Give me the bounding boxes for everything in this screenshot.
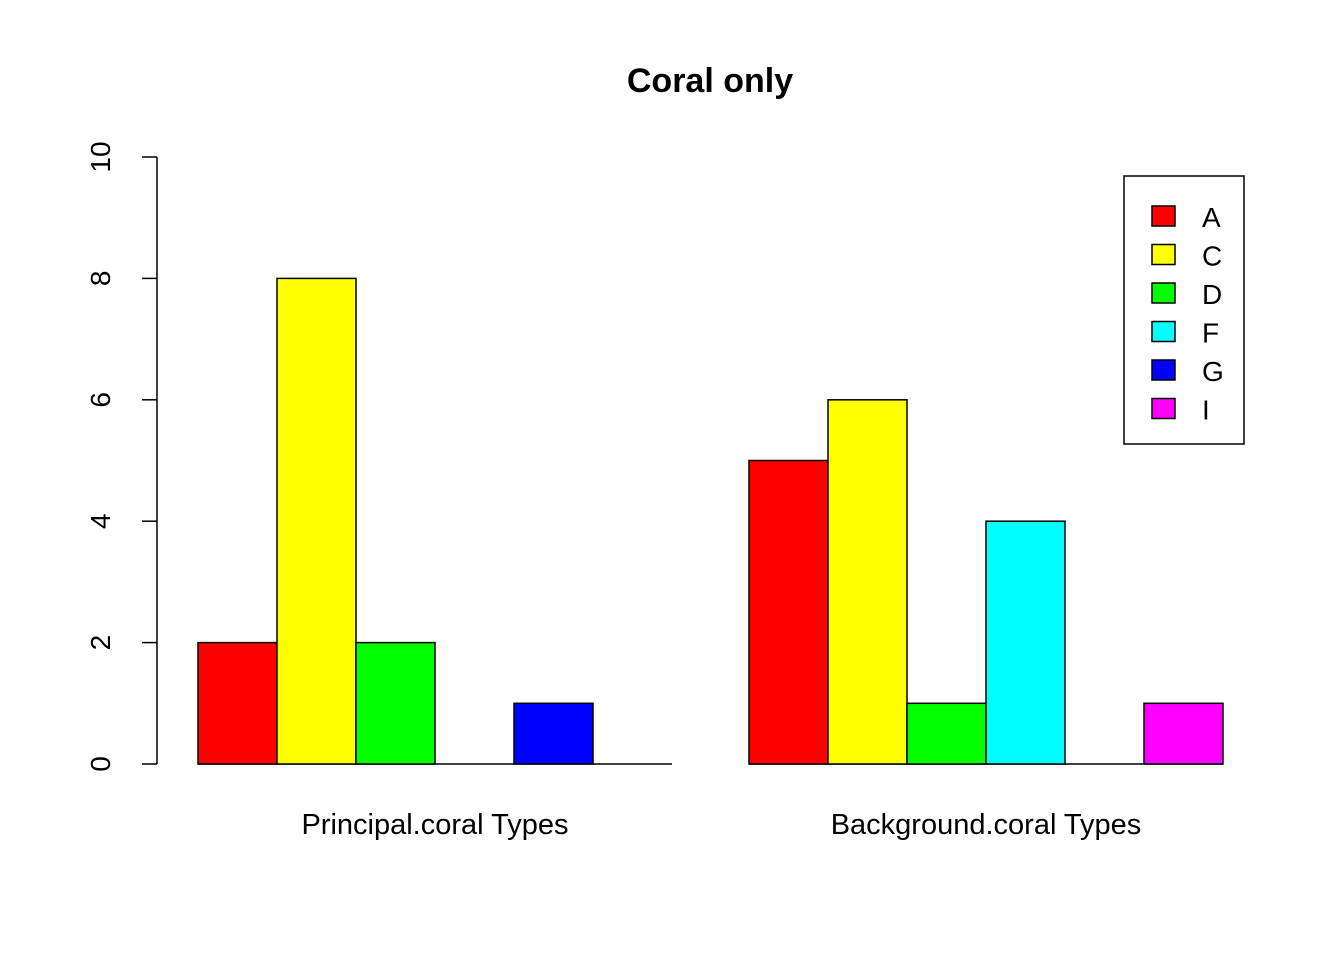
bar-D-group-1: [355, 641, 436, 765]
category-label: Principal.coral Types: [301, 809, 568, 841]
legend-swatch-A: [1151, 205, 1176, 227]
y-tick-label: 0: [85, 756, 116, 772]
bar-A-group-2: [748, 459, 829, 765]
bar-D-group-2: [906, 702, 987, 765]
y-tick-label: 10: [85, 141, 116, 172]
y-axis: 0 2 4 6 8 10: [85, 141, 158, 772]
legend-swatch-F: [1151, 320, 1176, 343]
x-group-labels: Principal.coral Types Background.coral Ty…: [301, 809, 1141, 841]
legend-box: [1123, 175, 1245, 445]
category-label: Background.coral Types: [831, 809, 1142, 841]
bar-F-group-2: [985, 520, 1066, 765]
y-tick-label: 4: [85, 513, 116, 529]
bar-A-group-1: [197, 641, 278, 765]
legend-swatch-D: [1151, 282, 1176, 304]
legend-label-F: F: [1202, 318, 1219, 349]
legend-label-I: I: [1202, 395, 1210, 426]
legend-swatch-G: [1151, 359, 1176, 381]
legend-label-A: A: [1202, 202, 1221, 233]
legend-label-G: G: [1202, 356, 1224, 387]
legend-label-D: D: [1202, 279, 1222, 310]
bar-C-group-1: [276, 277, 357, 765]
legend-swatch-C: [1151, 243, 1176, 266]
bars: [197, 277, 1224, 765]
legend-label-C: C: [1202, 241, 1222, 272]
bar-I-group-2: [1143, 702, 1224, 765]
y-tick-label: 2: [85, 635, 116, 651]
legend-swatch-I: [1151, 397, 1176, 420]
y-tick-label: 6: [85, 392, 116, 408]
bar-G-group-1: [513, 702, 594, 765]
chart-title: Coral only: [627, 62, 793, 100]
y-tick-label: 8: [85, 271, 116, 287]
bar-C-group-2: [827, 399, 908, 765]
